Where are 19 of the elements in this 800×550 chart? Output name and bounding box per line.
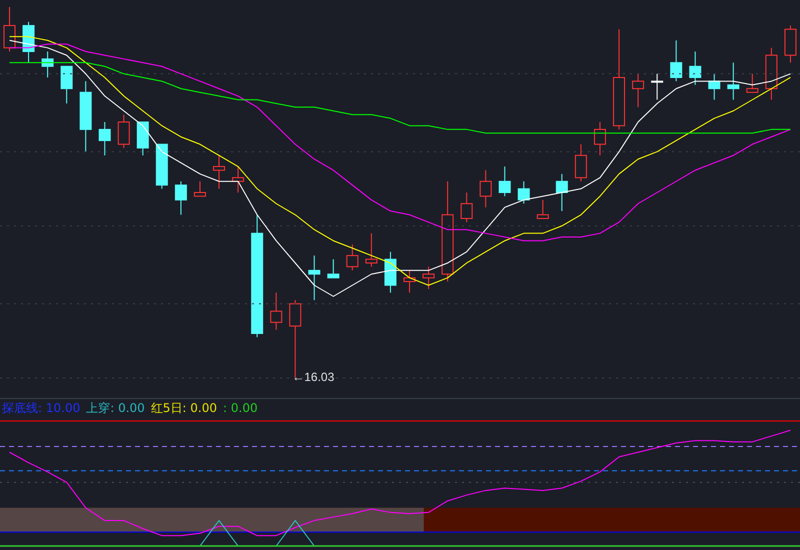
candlestick <box>213 154 226 190</box>
text: : 0.00 <box>223 401 258 415</box>
text: 上穿: 0.00 <box>86 401 145 415</box>
candlestick <box>98 122 111 156</box>
candlestick <box>556 173 568 212</box>
text: 红5日: 0.00 <box>150 401 218 415</box>
candlestick <box>784 25 796 64</box>
candlestick <box>613 28 626 130</box>
candlestick <box>232 166 244 193</box>
candlestick <box>727 62 740 100</box>
candlestick <box>594 122 606 156</box>
candlestick <box>308 255 320 301</box>
annotation: ←16.03 <box>292 370 334 384</box>
text: 探底线: 10.00 <box>2 401 80 415</box>
candlestick <box>574 144 587 182</box>
candlestick <box>346 244 358 271</box>
candlestick <box>480 170 492 208</box>
candlestick <box>80 80 92 152</box>
candlestick <box>270 292 282 330</box>
